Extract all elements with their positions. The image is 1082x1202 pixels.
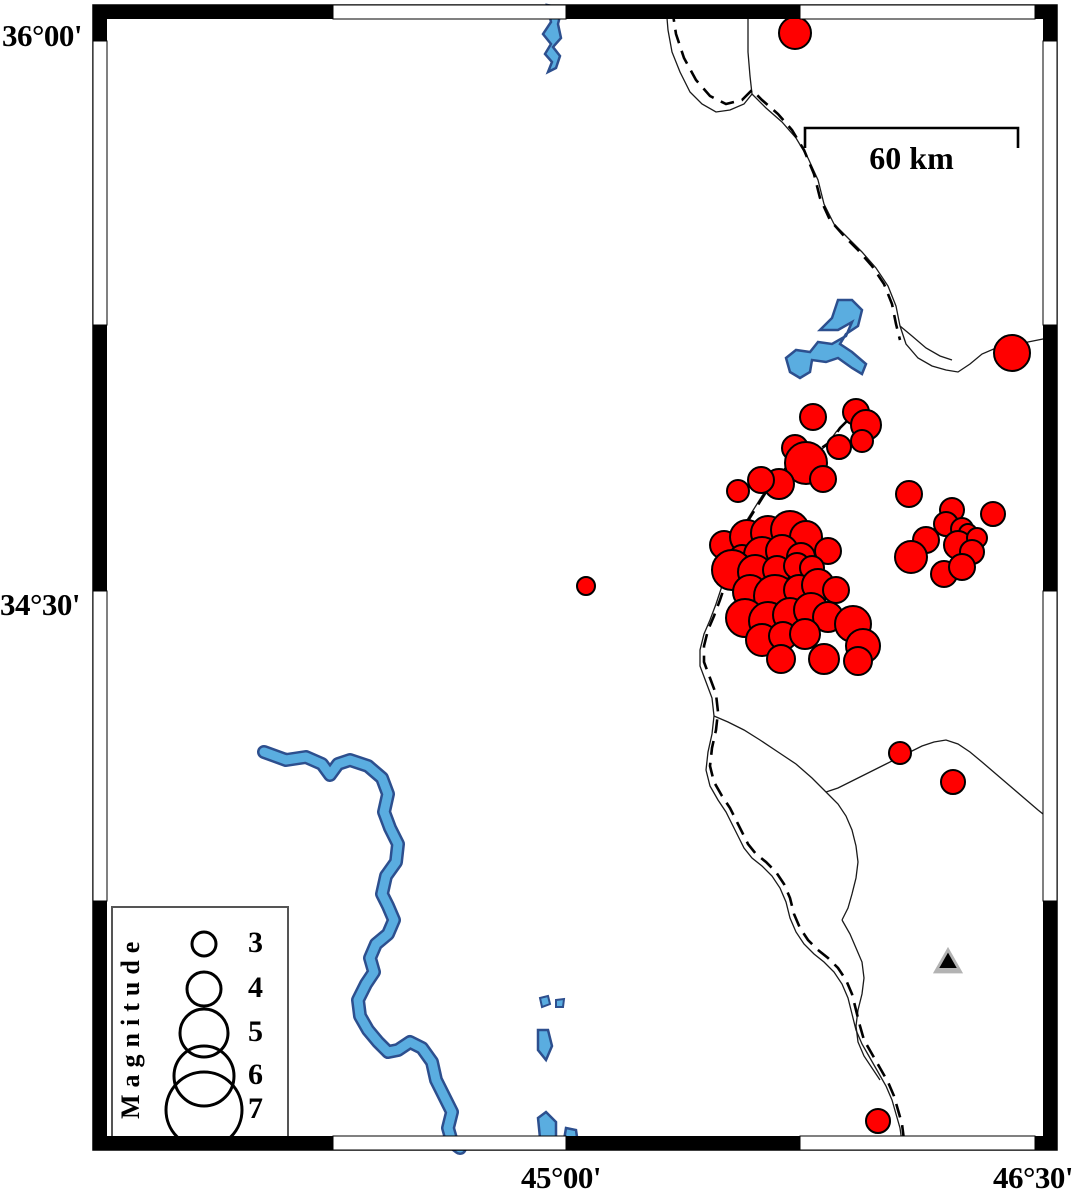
earthquake-epicenter xyxy=(808,643,840,675)
scale-bar xyxy=(803,126,1020,148)
longitude-label-4500: 45°00' xyxy=(521,1160,602,1195)
legend-symbol-m6 xyxy=(172,1044,236,1108)
earthquake-epicenter xyxy=(888,741,912,765)
latitude-label-3430: 34°30' xyxy=(0,587,81,622)
earthquake-epicenter xyxy=(826,434,852,460)
earthquake-epicenter xyxy=(809,465,837,493)
station-marker xyxy=(932,946,964,974)
pond-small-3 xyxy=(536,1028,554,1063)
earthquake-epicenter xyxy=(948,553,976,581)
pond-small-2 xyxy=(555,997,566,1008)
scale-bar-label: 60 km xyxy=(869,140,954,176)
latitude-label-36: 36°00' xyxy=(2,18,83,53)
legend-value-3: 3 xyxy=(248,926,263,959)
earthquake-epicenter xyxy=(814,537,842,565)
river-north xyxy=(541,3,564,75)
earthquake-epicenter xyxy=(726,479,750,503)
legend-symbol-m4 xyxy=(185,970,223,1008)
earthquake-epicenter xyxy=(865,1108,891,1134)
earthquake-epicenter xyxy=(822,576,850,604)
map-frame xyxy=(92,4,1058,1151)
earthquake-epicenter xyxy=(850,429,874,453)
water-features xyxy=(257,3,868,1155)
legend-value-4: 4 xyxy=(248,971,263,1004)
earthquake-epicenter xyxy=(789,618,821,650)
legend-value-7: 7 xyxy=(248,1092,263,1125)
earthquake-epicenter xyxy=(843,646,873,676)
legend-symbol-m3 xyxy=(190,930,218,958)
pond-small-1 xyxy=(538,994,552,1009)
lake-reservoir xyxy=(784,298,868,380)
earthquake-epicenter xyxy=(576,576,596,596)
boundary-thin-lines xyxy=(665,5,1049,1143)
earthquake-epicenter xyxy=(940,769,966,795)
earthquake-epicenter xyxy=(895,480,923,508)
legend-value-5: 5 xyxy=(248,1015,263,1048)
river-tigris xyxy=(259,747,465,1153)
earthquake-epicenter xyxy=(778,16,812,50)
longitude-label-4630: 46°30' xyxy=(993,1160,1074,1195)
earthquake-epicenter xyxy=(993,334,1031,372)
earthquake-epicenter xyxy=(747,466,775,494)
station-triangle-icon xyxy=(939,952,957,969)
legend-symbol-m5 xyxy=(178,1007,230,1059)
earthquake-epicenter xyxy=(799,403,827,431)
earthquake-epicenter xyxy=(894,540,928,574)
international-border xyxy=(670,7,906,1141)
earthquake-epicenter xyxy=(980,501,1006,527)
earthquake-epicenter-layer xyxy=(576,16,1031,1134)
legend-value-6: 6 xyxy=(248,1058,263,1091)
legend-title: Magnitude xyxy=(116,934,145,1120)
earthquake-epicenter xyxy=(766,644,796,674)
